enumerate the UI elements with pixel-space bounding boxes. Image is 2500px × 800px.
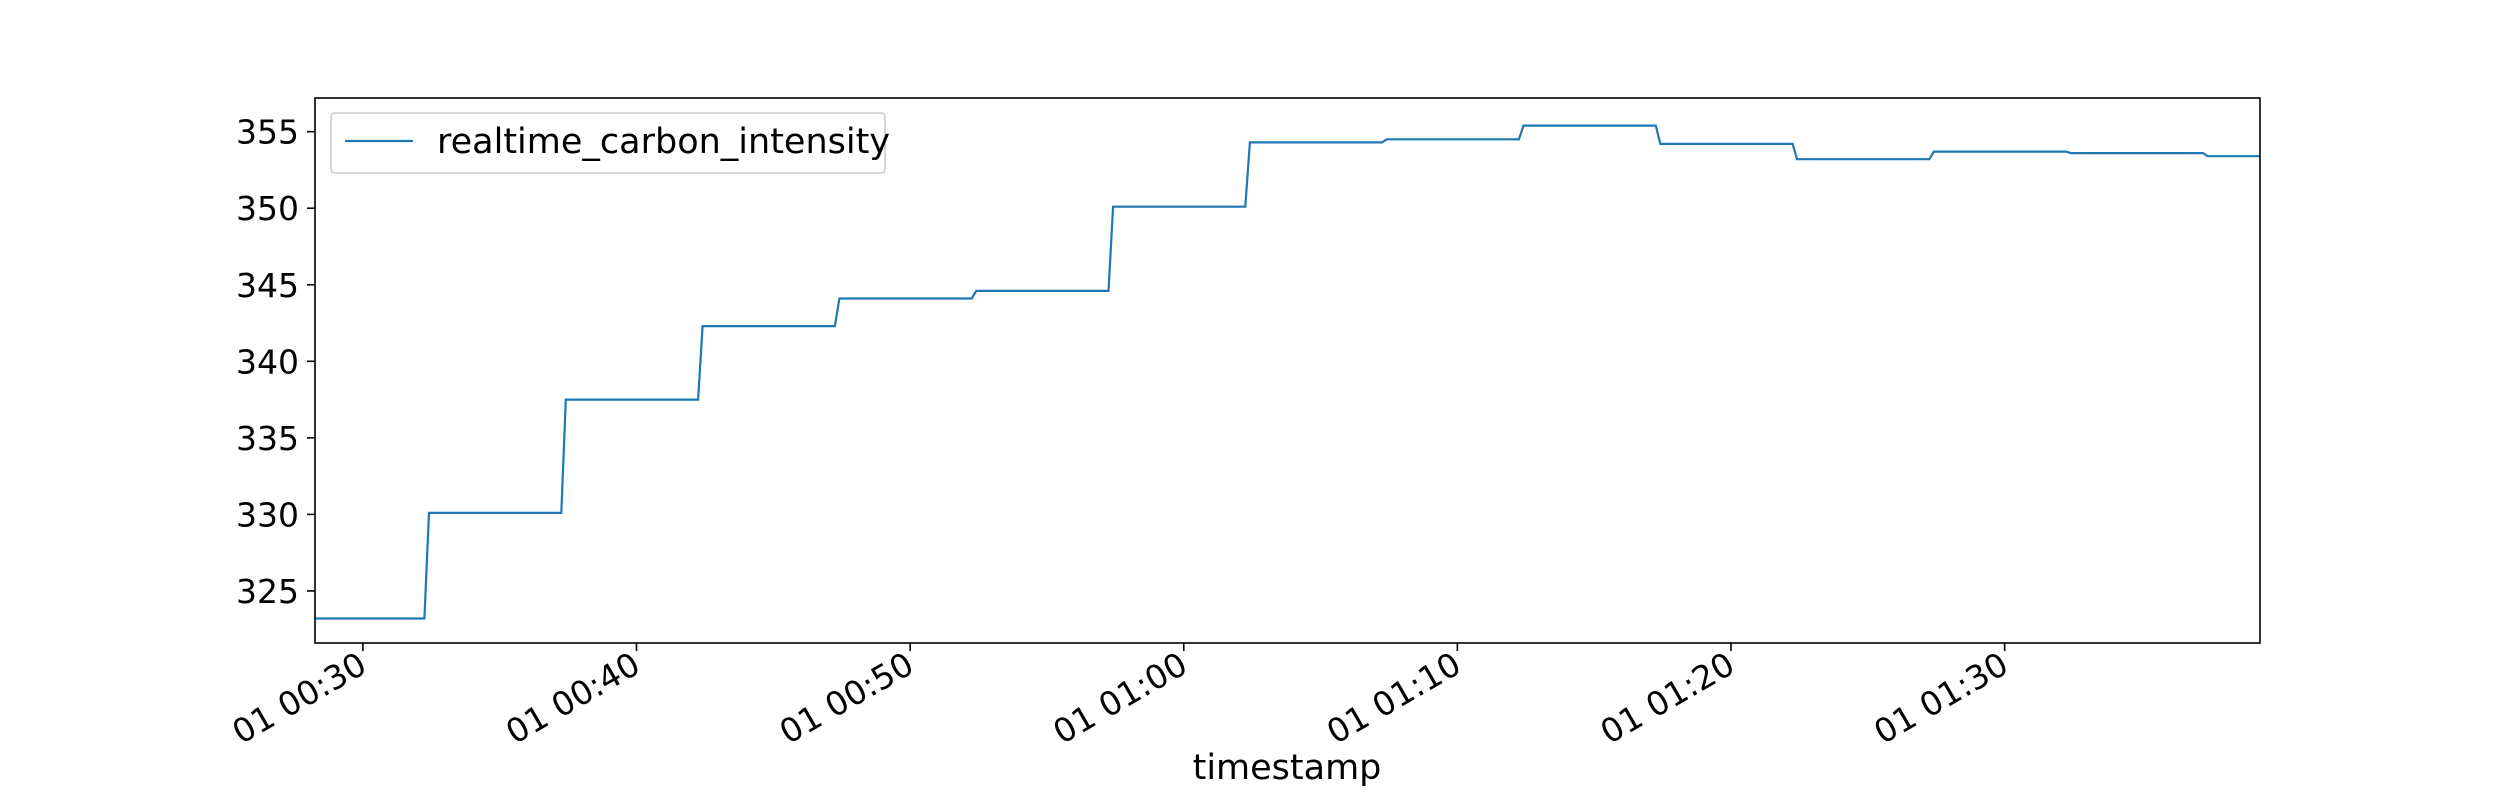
series-line bbox=[315, 124, 2260, 620]
plot-area bbox=[315, 124, 2260, 620]
y-tick-label: 355 bbox=[236, 113, 299, 152]
y-tick-label: 350 bbox=[236, 189, 299, 228]
plot-frame bbox=[314, 97, 2261, 644]
legend-label: realtime_carbon_intensity bbox=[437, 122, 890, 162]
y-tick-label: 335 bbox=[236, 419, 299, 458]
x-axis-title: timestamp bbox=[1193, 748, 1382, 788]
legend: realtime_carbon_intensity bbox=[330, 112, 890, 174]
y-axis: 325 330 335 340 345 350 355 bbox=[236, 113, 315, 611]
y-tick-label: 325 bbox=[236, 572, 299, 611]
y-tick-label: 330 bbox=[236, 495, 299, 534]
legend-box bbox=[330, 112, 886, 174]
y-tick-label: 340 bbox=[236, 342, 299, 381]
y-tick-label: 345 bbox=[236, 266, 299, 305]
